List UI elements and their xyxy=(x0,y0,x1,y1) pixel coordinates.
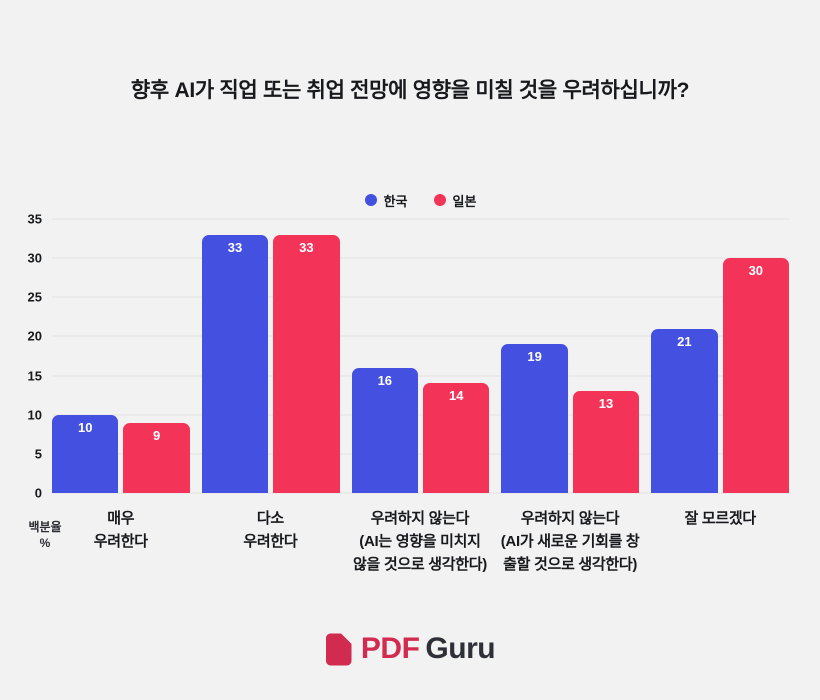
y-axis-title-line: % xyxy=(39,536,51,550)
brand-footer: PDF Guru xyxy=(0,629,820,669)
bar-value-label: 19 xyxy=(527,349,542,365)
legend: 한국 일본 xyxy=(52,191,789,210)
legend-dot-icon xyxy=(364,194,377,206)
y-tick-label: 35 xyxy=(27,211,42,227)
bar-value-label: 9 xyxy=(152,427,161,443)
bar-일본: 9 xyxy=(123,422,190,493)
gridline xyxy=(52,375,789,377)
bar-value-label: 21 xyxy=(677,333,692,349)
brand-pdf-text: PDF xyxy=(360,632,420,665)
plot-area: 0 5 10 15 20 25 30 35 10 9 33 33 16 14 19 13 21 30 xyxy=(28,213,789,500)
category-label-line: 우려하지 않는다 xyxy=(370,510,470,527)
bar-한국: 16 xyxy=(351,367,418,493)
y-tick-label: 5 xyxy=(34,446,42,462)
bar-group: 19 13 xyxy=(501,219,640,493)
gridline xyxy=(52,218,789,220)
brand-guru-text: Guru xyxy=(425,632,496,665)
category-label-line: 우려하지 않는다 xyxy=(520,510,620,527)
category-label-line: 출할 것으로 생각한다) xyxy=(503,556,638,573)
gridline xyxy=(52,335,789,337)
bar-value-label: 14 xyxy=(448,388,464,404)
gridline xyxy=(52,414,789,416)
bar-일본: 13 xyxy=(572,391,640,493)
category-label-line: 잘 모르겠다 xyxy=(684,510,757,527)
folded-corner-notch xyxy=(340,632,352,644)
bar-한국: 33 xyxy=(201,234,269,493)
folded-corner-flap xyxy=(341,634,351,644)
legend-dot-icon xyxy=(433,194,446,206)
pdf-document-icon xyxy=(325,632,352,665)
legend-item-series-1: 한국 xyxy=(364,191,408,210)
brand-wordmark: PDF Guru xyxy=(360,632,496,665)
bar-value-label: 13 xyxy=(598,396,614,412)
legend-label: 일본 xyxy=(452,193,477,209)
category-label: 잘 모르겠다 xyxy=(651,507,789,576)
gridline xyxy=(52,296,789,298)
gridline xyxy=(52,453,789,455)
bar-group: 21 30 xyxy=(651,219,789,493)
bar-일본: 33 xyxy=(273,234,340,493)
chart-title: 향후 AI가 직업 또는 취업 전망에 영향을 미칠 것을 우려하십니까? xyxy=(130,79,690,102)
category-label-line: 않을 것으로 생각한다) xyxy=(352,556,487,573)
category-label-line: (AI가 새로운 기회를 창 xyxy=(500,533,640,550)
y-tick-label: 20 xyxy=(27,328,42,344)
gridline xyxy=(52,492,789,494)
category-label-line: 다소 xyxy=(256,510,284,527)
bar-value-label: 33 xyxy=(299,239,314,255)
y-tick-label: 0 xyxy=(34,485,42,501)
bar-value-label: 10 xyxy=(77,419,93,435)
bar-일본: 14 xyxy=(423,383,490,493)
bar-group: 10 9 xyxy=(52,219,190,493)
bar-한국: 19 xyxy=(501,344,568,493)
y-tick-label: 25 xyxy=(27,289,42,305)
legend-item-series-2: 일본 xyxy=(433,191,477,210)
y-tick-label: 15 xyxy=(27,368,42,384)
bar-일본: 30 xyxy=(722,258,789,493)
y-axis-title: 백분율% xyxy=(20,519,70,551)
bar-value-label: 33 xyxy=(227,239,243,255)
bar-group: 16 14 xyxy=(351,219,490,493)
y-tick-label: 30 xyxy=(27,250,42,266)
category-label-line: 우려한다 xyxy=(243,533,298,550)
bar-한국: 21 xyxy=(651,328,718,493)
bar-한국: 10 xyxy=(52,414,119,493)
y-axis-title-line: 백분율 xyxy=(28,520,62,534)
category-labels: 매우 우려한다 다소 우려한다 우려하지 않는다 (AI는 영향을 미치지 않을 것으로 생… xyxy=(52,507,789,576)
bar-value-label: 16 xyxy=(377,372,393,388)
legend-label: 한국 xyxy=(383,193,408,209)
bar-group: 33 33 xyxy=(201,219,340,493)
y-tick-label: 10 xyxy=(27,407,42,423)
category-label-line: 우려한다 xyxy=(93,533,148,550)
gridline xyxy=(52,257,789,259)
bar-value-label: 30 xyxy=(748,263,764,279)
category-label-line: (AI는 영향을 미치지 xyxy=(359,533,481,550)
bar-groups: 10 9 33 33 16 14 19 13 21 30 xyxy=(52,219,789,493)
category-label-line: 매우 xyxy=(107,510,135,527)
